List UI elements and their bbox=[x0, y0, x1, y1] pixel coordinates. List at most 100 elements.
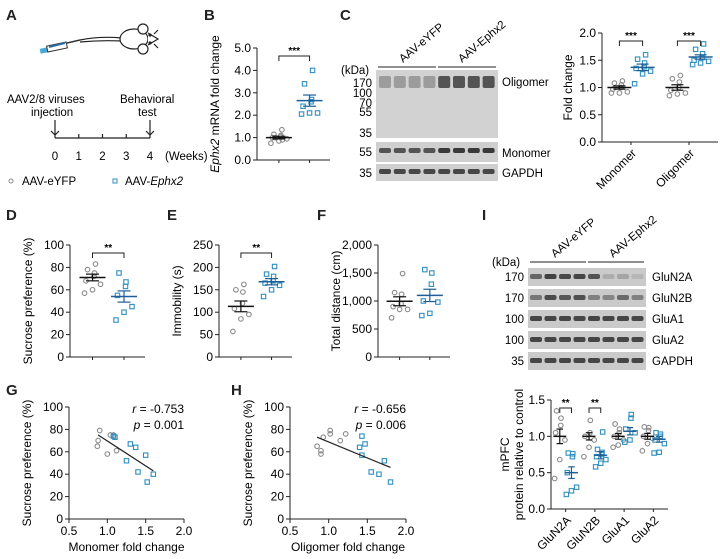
data-point-eyfp bbox=[327, 427, 334, 434]
data-point-ephx2 bbox=[121, 309, 127, 315]
data-point-eyfp bbox=[94, 443, 101, 450]
data-point-eyfp bbox=[342, 431, 349, 437]
blot-band bbox=[408, 148, 421, 153]
band-label-monomer: Monomer bbox=[502, 148, 551, 160]
data-point-ephx2 bbox=[597, 460, 604, 466]
blot-band bbox=[559, 316, 571, 321]
x-tick-label: GluA2 bbox=[628, 513, 662, 547]
data-point-ephx2 bbox=[142, 452, 149, 458]
y-tick-label: 40 bbox=[271, 467, 285, 481]
blot-band bbox=[423, 148, 436, 153]
panel-label-a: A bbox=[6, 7, 17, 24]
data-point-ephx2 bbox=[123, 279, 129, 285]
y-tick-label: 80 bbox=[51, 260, 65, 274]
band-label: GluA2 bbox=[652, 335, 684, 347]
blot-band bbox=[544, 295, 557, 300]
blot-band bbox=[617, 337, 629, 342]
y-tick-label: 0 bbox=[57, 350, 64, 364]
data-point-ephx2 bbox=[568, 488, 575, 494]
data-point-eyfp bbox=[551, 475, 558, 482]
chart-i-quant: 0.00.51.01.5GluN2A**GluN2B**GluA1GluA2mP… bbox=[498, 389, 668, 553]
blot-band bbox=[423, 76, 436, 88]
timeline-start-line1: AAV2/8 viruses bbox=[7, 94, 85, 106]
data-point-ephx2 bbox=[592, 464, 599, 470]
timeline-tick-label: 2 bbox=[99, 151, 105, 163]
blot-band bbox=[573, 274, 586, 279]
panel-label-g: G bbox=[6, 382, 18, 399]
x-tick-label: 1.0 bbox=[99, 524, 116, 538]
data-point-ephx2 bbox=[651, 450, 657, 456]
kda-marker: 100 bbox=[505, 314, 524, 326]
blot-row-panel bbox=[528, 331, 646, 349]
blot-row-panel bbox=[528, 310, 646, 328]
y-axis-label: Total distance (cm) bbox=[329, 251, 343, 352]
timeline-end-line1: Behavioral bbox=[120, 94, 174, 106]
x-tick-label: 0.5 bbox=[282, 524, 299, 538]
data-point-ephx2 bbox=[112, 434, 118, 440]
data-point-eyfp bbox=[314, 443, 320, 450]
data-point-ephx2 bbox=[309, 67, 316, 74]
data-point-ephx2 bbox=[692, 46, 699, 53]
panel-label-f: F bbox=[317, 207, 326, 224]
data-point-ephx2 bbox=[603, 456, 609, 463]
data-point-eyfp bbox=[95, 437, 101, 444]
blot-band bbox=[631, 358, 644, 363]
data-point-eyfp bbox=[318, 451, 324, 457]
blot-monomer-panel bbox=[376, 142, 498, 162]
data-point-eyfp bbox=[91, 270, 98, 276]
data-point-ephx2 bbox=[362, 441, 368, 447]
panel-label-b: B bbox=[204, 7, 215, 24]
blot-band bbox=[379, 169, 391, 174]
kda-marker: 55 bbox=[359, 107, 372, 119]
y-tick-label: 60 bbox=[271, 445, 285, 459]
timeline-tick-label: 1 bbox=[76, 151, 82, 163]
data-point-eyfp bbox=[616, 426, 623, 432]
data-point-ephx2 bbox=[633, 65, 639, 72]
data-point-eyfp bbox=[552, 429, 559, 436]
y-tick-label: 80 bbox=[50, 422, 64, 436]
blot-band bbox=[438, 169, 451, 174]
data-point-eyfp bbox=[113, 447, 120, 454]
data-point-ephx2 bbox=[419, 312, 425, 319]
x-tick-label: 0.5 bbox=[61, 524, 78, 538]
data-point-eyfp bbox=[388, 314, 395, 321]
y-tick-label: 250 bbox=[193, 238, 213, 252]
data-point-eyfp bbox=[677, 72, 684, 79]
data-point-eyfp bbox=[682, 90, 689, 96]
blot-band bbox=[602, 274, 615, 279]
data-point-ephx2 bbox=[263, 271, 270, 277]
blot-band bbox=[467, 76, 480, 88]
blot-band bbox=[544, 316, 557, 321]
group-label-eyfp: AAV-eYFP bbox=[549, 216, 598, 260]
y-tick-label: 1,500 bbox=[342, 266, 372, 280]
blot-band bbox=[588, 274, 600, 279]
data-point-eyfp bbox=[616, 429, 623, 436]
y-tick-label: 1,000 bbox=[342, 294, 372, 308]
y-tick-label: 0 bbox=[56, 512, 63, 526]
blot-band bbox=[559, 295, 571, 300]
data-point-ephx2 bbox=[122, 283, 129, 290]
data-point-ephx2 bbox=[359, 433, 365, 439]
data-point-ephx2 bbox=[422, 266, 428, 273]
group-label-ephx2: AAV-Ephx2 bbox=[607, 214, 659, 260]
kda-marker: 100 bbox=[505, 335, 524, 347]
y-tick-label: 0.0 bbox=[579, 135, 596, 149]
band-label: GAPDH bbox=[652, 356, 693, 368]
blot-band bbox=[544, 358, 557, 363]
data-point-ephx2 bbox=[129, 303, 135, 310]
data-point-eyfp bbox=[591, 437, 598, 443]
data-point-ephx2 bbox=[271, 263, 278, 270]
data-point-eyfp bbox=[89, 286, 96, 293]
data-point-ephx2 bbox=[113, 317, 119, 323]
y-tick-label: 0 bbox=[206, 350, 213, 364]
x-axis-label: Oligomer fold change bbox=[291, 540, 405, 554]
data-point-ephx2 bbox=[314, 110, 321, 116]
data-point-ephx2 bbox=[700, 41, 707, 47]
y-axis-label: Sucrose preference (%) bbox=[21, 238, 35, 365]
data-point-eyfp bbox=[581, 453, 587, 460]
y-tick-label: 1.5 bbox=[528, 393, 545, 407]
data-point-eyfp bbox=[666, 92, 673, 99]
y-tick-label: 50 bbox=[200, 328, 214, 342]
y-axis-label: Immobility (s) bbox=[170, 265, 184, 336]
